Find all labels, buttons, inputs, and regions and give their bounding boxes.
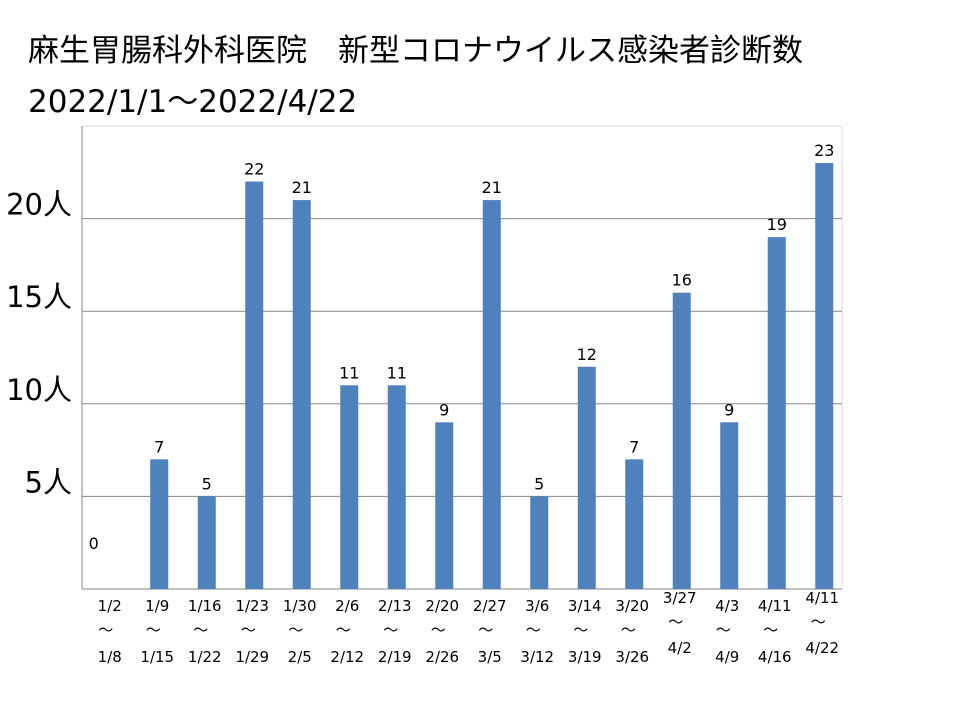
x-tick-label: 1/29	[235, 648, 269, 666]
bar	[197, 496, 216, 589]
x-tick-label: 4/3	[715, 597, 739, 615]
x-tick-label: ～	[431, 621, 446, 639]
x-tick-label: ～	[668, 613, 683, 631]
x-tick-label: ～	[573, 621, 588, 639]
data-label: 5	[534, 474, 544, 493]
x-tick-label: ～	[241, 621, 256, 639]
x-tick-label: 2/12	[330, 648, 364, 666]
x-tick-label: ～	[383, 621, 398, 639]
data-label: 22	[244, 160, 264, 179]
x-tick-label: 4/9	[715, 648, 739, 666]
bar	[577, 366, 596, 589]
chart-date-range: 2022/1/1～2022/4/22	[28, 84, 358, 120]
bar	[292, 200, 311, 589]
x-tick-label: 1/22	[188, 648, 222, 666]
x-tick-label: 1/23	[235, 597, 269, 615]
x-tick-label: 4/2	[668, 639, 692, 657]
data-label: 7	[629, 437, 639, 456]
data-label: 7	[154, 437, 164, 456]
x-tick-label: ～	[526, 621, 541, 639]
x-tick-label: ～	[811, 613, 826, 631]
x-tick-label: 2/27	[473, 597, 507, 615]
x-tick-label: ～	[146, 621, 161, 639]
bar	[150, 459, 169, 589]
x-tick-label: ～	[98, 621, 113, 639]
x-tick-label: 3/27	[663, 589, 697, 607]
data-label: 12	[577, 345, 597, 364]
data-label: 19	[767, 215, 787, 234]
x-tick-label: ～	[288, 621, 303, 639]
x-tick-label: 3/6	[525, 597, 549, 615]
x-tick-label: 1/30	[283, 597, 317, 615]
x-tick-label: 2/20	[425, 597, 459, 615]
data-label: 16	[672, 271, 692, 290]
data-label: 21	[292, 178, 312, 197]
x-tick-label: 3/20	[615, 597, 649, 615]
x-tick-label: 3/12	[520, 648, 554, 666]
x-tick-label: 2/19	[378, 648, 412, 666]
chart-title: 麻生胃腸科外科医院 新型コロナウイルス感染者診断数	[28, 33, 803, 69]
x-tick-label: 1/9	[145, 597, 169, 615]
bar	[767, 237, 786, 589]
x-tick-label: 4/16	[758, 648, 792, 666]
x-tick-label: 4/11	[758, 597, 792, 615]
bar	[530, 496, 549, 589]
x-tick-label: 3/26	[615, 648, 649, 666]
bar	[245, 181, 264, 589]
y-tick-label: 15人	[6, 280, 72, 314]
data-label: 9	[724, 400, 734, 419]
bar	[815, 163, 834, 590]
x-tick-label: 2/13	[378, 597, 412, 615]
x-tick-label: ～	[716, 621, 731, 639]
x-tick-label: 1/16	[188, 597, 222, 615]
x-tick-label: 1/8	[98, 648, 122, 666]
x-tick-label: 3/19	[568, 648, 602, 666]
data-label: 23	[814, 141, 834, 160]
bar	[340, 385, 359, 589]
x-tick-label: 2/26	[425, 648, 459, 666]
data-label: 11	[339, 363, 359, 382]
x-tick-label: ～	[621, 621, 636, 639]
y-tick-label: 5人	[25, 465, 72, 499]
x-tick-label: ～	[478, 621, 493, 639]
data-label: 5	[202, 474, 212, 493]
data-label: 9	[439, 400, 449, 419]
data-label: 11	[387, 363, 407, 382]
bar	[435, 422, 454, 589]
y-tick-label: 10人	[6, 373, 72, 407]
x-tick-label: 2/5	[288, 648, 312, 666]
x-tick-label: 4/11	[805, 589, 839, 607]
x-tick-label: 1/15	[140, 648, 174, 666]
x-tick-label: ～	[336, 621, 351, 639]
data-label: 21	[482, 178, 502, 197]
x-tick-label: 3/14	[568, 597, 602, 615]
bar	[625, 459, 644, 589]
y-tick-label: 20人	[6, 188, 72, 222]
bar	[672, 292, 691, 589]
x-tick-label: ～	[763, 621, 778, 639]
bar	[482, 200, 501, 589]
x-tick-label: 2/6	[335, 597, 359, 615]
x-tick-label: ～	[193, 621, 208, 639]
data-label: 0	[89, 534, 99, 553]
x-tick-label: 1/2	[98, 597, 122, 615]
x-tick-label: 4/22	[805, 639, 839, 657]
bar	[387, 385, 406, 589]
x-tick-label: 3/5	[478, 648, 502, 666]
bar	[720, 422, 739, 589]
